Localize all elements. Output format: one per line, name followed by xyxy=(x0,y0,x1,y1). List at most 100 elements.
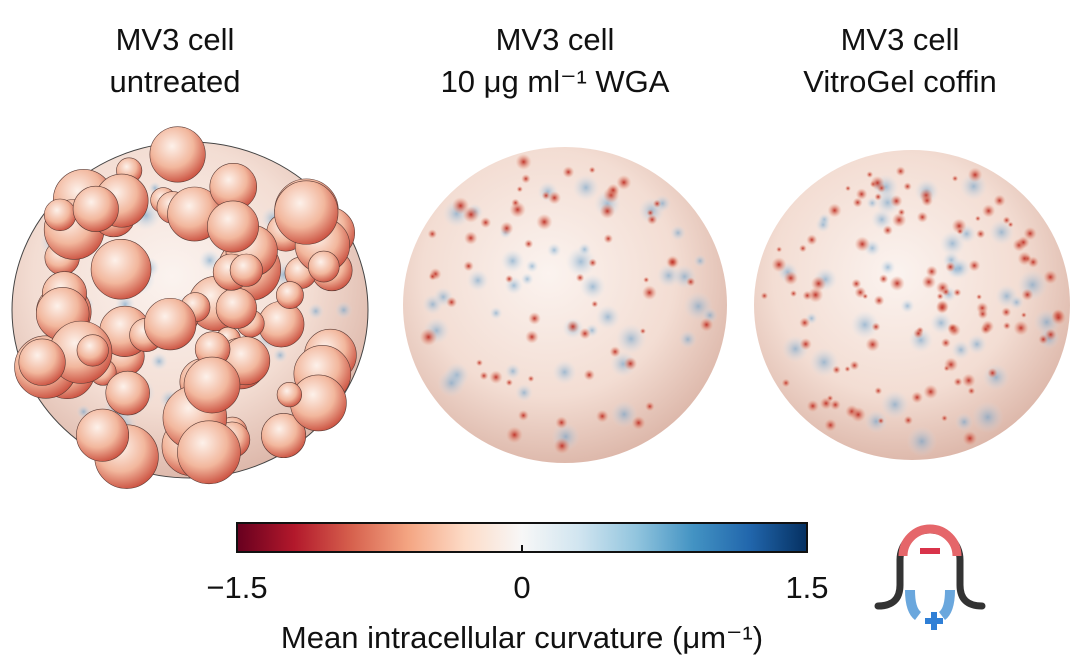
surface-bump xyxy=(609,346,621,358)
surface-bump xyxy=(1020,312,1027,319)
surface-bump xyxy=(967,167,983,183)
surface-bump xyxy=(591,300,599,308)
texture xyxy=(815,217,831,233)
tick-label: −1.5 xyxy=(206,570,267,605)
surface-bump xyxy=(149,126,206,183)
surface-bump xyxy=(72,185,119,232)
surface-bump xyxy=(504,274,514,284)
surface-bump xyxy=(827,203,842,218)
surface-bump xyxy=(945,261,956,273)
surface-bump xyxy=(953,288,962,297)
surface-bump xyxy=(974,215,981,222)
surface-bump xyxy=(588,258,598,268)
texture xyxy=(693,254,707,268)
surface-bump xyxy=(547,191,562,205)
surface-bump xyxy=(810,275,827,292)
surface-bump xyxy=(207,200,259,253)
surface-bump xyxy=(882,225,893,236)
surface-bump xyxy=(961,373,976,388)
surface-bump xyxy=(799,317,811,329)
surface-bump xyxy=(276,281,304,309)
surface-bump xyxy=(527,375,535,383)
surface-bump xyxy=(646,214,658,225)
surface-bump xyxy=(463,231,478,245)
surface-bump xyxy=(771,257,787,273)
surface-bump xyxy=(665,255,680,269)
surface-bump xyxy=(967,387,976,395)
texture xyxy=(334,301,353,319)
surface-bump xyxy=(1002,216,1011,225)
texture xyxy=(489,306,503,320)
surface-bump xyxy=(890,194,903,208)
texture xyxy=(971,401,1004,434)
texture xyxy=(500,249,525,273)
surface-bump xyxy=(307,250,340,283)
texture xyxy=(809,347,839,378)
surface-bump xyxy=(941,414,948,422)
texture xyxy=(552,359,577,385)
surface-bump xyxy=(975,229,986,239)
surface-bump xyxy=(849,360,860,371)
surface-bump xyxy=(603,233,614,244)
texture xyxy=(615,323,647,355)
surface-bump xyxy=(981,204,996,218)
surface-bump xyxy=(829,399,841,411)
surface-bump xyxy=(874,192,883,201)
surface-bump xyxy=(616,174,632,191)
surface-bump xyxy=(941,287,951,297)
surface-bump xyxy=(976,293,983,300)
surface-bump xyxy=(511,198,520,208)
surface-bump xyxy=(1043,270,1058,285)
surface-bump xyxy=(798,244,807,253)
surface-bump xyxy=(935,301,949,315)
surface-bump xyxy=(851,278,862,289)
surface-bump xyxy=(76,334,109,367)
surface-bump xyxy=(845,185,852,192)
surface-bump xyxy=(480,216,492,229)
surface-bump xyxy=(1013,320,1029,336)
surface-bump xyxy=(943,357,959,372)
surface-bump xyxy=(686,277,696,287)
panel-title: MV3 cell xyxy=(116,22,235,57)
panel-title: MV3 cell xyxy=(841,22,960,57)
surface-bump xyxy=(940,337,951,348)
panel-title: 10 μg ml⁻¹ WGA xyxy=(441,64,670,99)
surface-bump xyxy=(993,194,1006,207)
texture xyxy=(515,383,534,402)
surface-bump xyxy=(427,229,438,239)
surface-bump xyxy=(913,328,924,339)
texture xyxy=(595,304,621,330)
surface-bump xyxy=(646,209,655,217)
surface-bump xyxy=(274,180,339,245)
surface-bump xyxy=(515,153,532,170)
surface-bump xyxy=(806,234,818,246)
surface-bump xyxy=(951,175,959,182)
surface-bump xyxy=(445,296,458,308)
surface-bump xyxy=(451,197,470,215)
surface-bump xyxy=(977,308,989,320)
texture xyxy=(150,352,169,371)
texture xyxy=(610,400,638,428)
texture xyxy=(866,197,879,210)
surface-bump xyxy=(903,415,914,426)
surface-bump xyxy=(489,370,503,384)
surface-bump xyxy=(517,409,529,421)
texture xyxy=(546,242,562,258)
texture xyxy=(906,426,938,457)
surface-bump xyxy=(90,238,152,300)
surface-bump xyxy=(536,213,553,231)
surface-bump xyxy=(516,185,524,193)
texture xyxy=(900,298,915,314)
surface-bump xyxy=(177,420,241,485)
surface-bump xyxy=(819,397,833,410)
texture xyxy=(579,273,606,300)
surface-bump xyxy=(506,426,523,444)
texture xyxy=(949,257,971,280)
surface-bump xyxy=(525,330,539,344)
texture xyxy=(525,259,539,273)
surface-bump xyxy=(553,437,571,455)
surface-bump xyxy=(871,322,881,332)
surface-bump xyxy=(855,188,868,201)
surface-bump xyxy=(18,338,66,386)
surface-bump xyxy=(781,378,791,388)
